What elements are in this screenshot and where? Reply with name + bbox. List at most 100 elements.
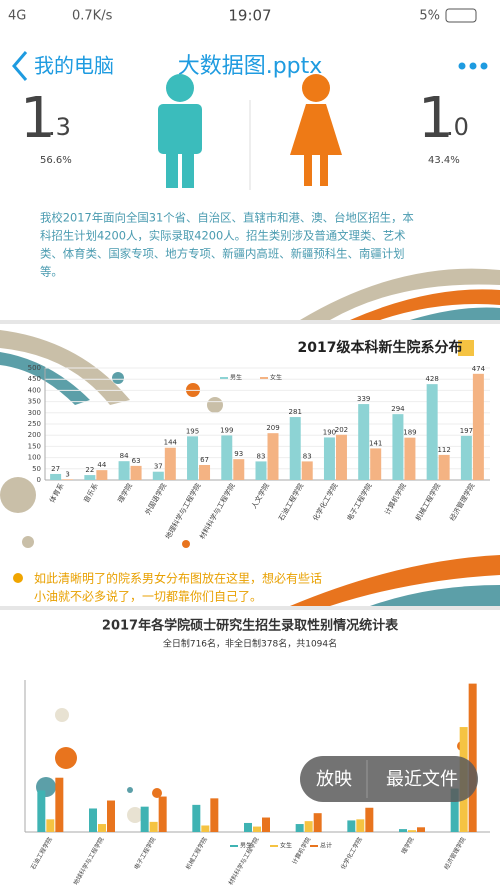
- y-tick-label: 100: [28, 454, 41, 462]
- bar: [399, 829, 407, 832]
- bar: [304, 821, 313, 832]
- caption-line: 小油就不必多说了，一切都靠你们自己了。: [34, 589, 262, 604]
- bar: [37, 790, 46, 832]
- y-tick-label: 150: [28, 442, 41, 450]
- bar: [96, 470, 108, 480]
- bar: [107, 800, 115, 832]
- value-label: 44: [97, 461, 106, 469]
- battery: 5%: [419, 9, 440, 24]
- bar: [233, 459, 245, 480]
- y-tick-label: 50: [32, 465, 41, 473]
- network: 4G: [8, 9, 26, 24]
- female-icon: [290, 74, 342, 186]
- y-tick-label: 250: [28, 420, 41, 428]
- play-button[interactable]: 放映: [316, 769, 352, 790]
- nav-bar: [0, 32, 500, 100]
- value-label: 474: [472, 365, 486, 373]
- bar: [130, 465, 142, 480]
- bar: [192, 804, 201, 832]
- legend-label: 总计: [320, 842, 332, 850]
- value-label: 141: [369, 439, 382, 447]
- back-arrow[interactable]: [12, 51, 28, 81]
- y-tick-label: 200: [28, 431, 41, 439]
- paragraph-line: 等。: [40, 265, 63, 279]
- chart-title: 2017级本科新生院系分布: [298, 339, 463, 356]
- y-tick-label: 0: [37, 476, 41, 484]
- bar: [255, 461, 267, 480]
- bar: [313, 813, 322, 832]
- value-label: 209: [266, 424, 279, 432]
- bullet: [13, 573, 23, 583]
- male-icon: [158, 74, 202, 188]
- value-label: 339: [357, 395, 370, 403]
- bar: [358, 404, 370, 480]
- bar: [84, 475, 96, 480]
- stat-integer: 1: [20, 86, 56, 151]
- value-label: 67: [200, 456, 209, 464]
- bar: [152, 471, 164, 480]
- bar: [438, 454, 450, 480]
- value-label: 3: [65, 470, 69, 478]
- bar: [253, 826, 261, 832]
- slide-3: [0, 610, 500, 888]
- bar: [164, 447, 176, 480]
- bar: [370, 448, 382, 480]
- value-label: 63: [132, 457, 141, 465]
- status-bar: [0, 0, 500, 32]
- bar: [301, 461, 313, 480]
- bar: [187, 436, 199, 480]
- more-menu[interactable]: [458, 62, 488, 70]
- title-accent: [458, 340, 474, 356]
- bar: [289, 417, 301, 480]
- bar: [210, 798, 219, 832]
- value-label: 93: [234, 450, 243, 458]
- time: 19:07: [228, 7, 271, 25]
- decor-swoosh: [300, 268, 500, 320]
- y-tick-label: 450: [28, 375, 41, 383]
- value-label: 197: [460, 427, 473, 435]
- bar: [323, 437, 335, 480]
- value-label: 83: [303, 452, 312, 460]
- bar: [244, 822, 252, 832]
- stat-percent: 43.4%: [428, 155, 460, 166]
- value-label: 202: [335, 426, 348, 434]
- caption-line: 如此清晰明了的院系男女分布图放在这里，想必有些话: [34, 571, 322, 586]
- paragraph: 我校2017年面向全国31个省、自治区、直辖市和港、澳、台地区招生，本 科招生计…: [40, 211, 414, 279]
- decor-bubbles: [36, 708, 467, 823]
- stat-percent: 56.6%: [40, 155, 72, 166]
- value-label: 428: [425, 375, 438, 383]
- value-label: 84: [120, 452, 129, 460]
- bar: [426, 384, 438, 480]
- paragraph-line: 科招生计划4200人，实际录取4200人。招生类别涉及普通文理类、艺术: [40, 229, 406, 243]
- y-tick-label: 350: [28, 398, 41, 406]
- paragraph-line: 类、体育类、国家专项、地方专项、新疆内高班、新疆预科生、南疆计划: [40, 247, 405, 261]
- value-label: 190: [323, 428, 336, 436]
- back-label[interactable]: 我的电脑: [34, 54, 114, 78]
- bar: [460, 435, 472, 480]
- paragraph-line: 我校2017年面向全国31个省、自治区、直辖市和港、澳、台地区招生，本: [40, 211, 414, 225]
- file-title: 大数据图.pptx: [178, 54, 323, 79]
- slide-subtitle: 全日制716名，非全日制378名，共1094名: [163, 638, 337, 650]
- bar: [356, 819, 365, 832]
- bar: [62, 479, 74, 480]
- bar: [468, 683, 477, 832]
- slide-title: 2017年各学院硕士研究生招生录取性别情况统计表: [102, 618, 399, 634]
- value-label: 37: [154, 463, 163, 471]
- bar: [404, 437, 416, 480]
- legend-label: 女生: [280, 842, 292, 850]
- value-label: 144: [164, 439, 178, 447]
- bar: [55, 777, 64, 832]
- bar: [262, 817, 270, 832]
- bar: [140, 806, 149, 832]
- button-group: [300, 756, 478, 802]
- stat-decimal: .3: [48, 113, 71, 141]
- y-tick-label: 500: [28, 364, 41, 372]
- recent-button[interactable]: 最近文件: [386, 769, 458, 790]
- bar: [335, 434, 347, 480]
- bar: [295, 824, 304, 832]
- value-label: 195: [186, 427, 199, 435]
- value-label: 294: [391, 405, 405, 413]
- y-tick-label: 300: [28, 409, 41, 417]
- bar: [365, 807, 374, 832]
